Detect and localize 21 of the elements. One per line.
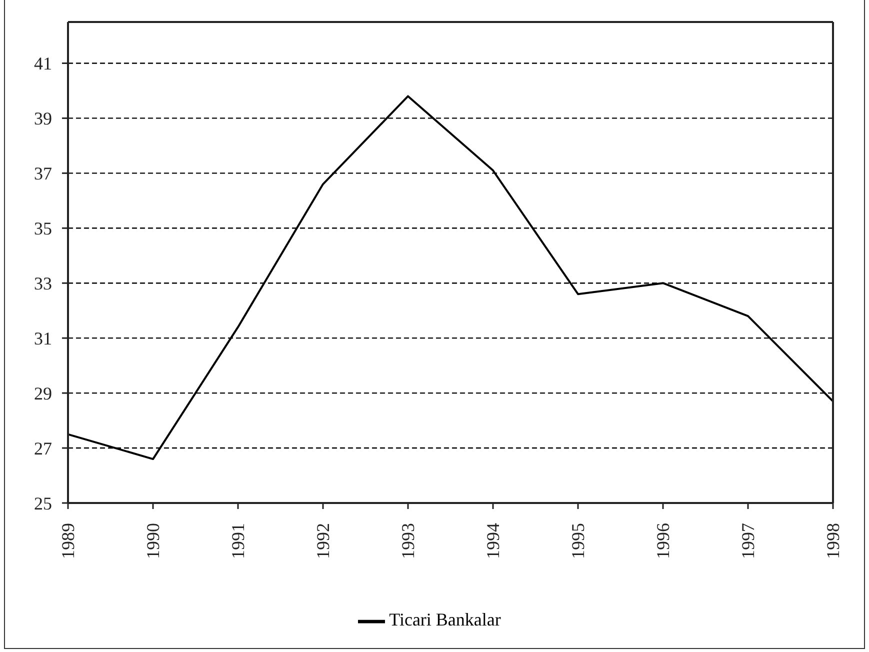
x-tick-label: 1991 <box>228 523 248 559</box>
y-tick-label: 35 <box>34 218 52 239</box>
y-tick-label: 29 <box>34 383 52 404</box>
x-tick-label: 1997 <box>738 523 758 559</box>
x-tick-label: 1993 <box>398 523 418 559</box>
y-tick-label: 25 <box>34 493 52 514</box>
line-series <box>67 95 834 460</box>
x-tick-label: 1994 <box>483 523 503 559</box>
y-tick-label: 39 <box>34 108 52 129</box>
x-tick-label: 1992 <box>313 523 333 559</box>
y-tick-label: 31 <box>34 328 52 348</box>
x-tick-label: 1989 <box>58 523 78 559</box>
y-tick-label: 33 <box>34 274 52 294</box>
x-tick-label: 1995 <box>568 523 588 559</box>
x-tick-label: 1998 <box>823 523 843 559</box>
legend-label: Ticari Bankalar <box>389 610 501 630</box>
y-tick-label: 37 <box>34 164 52 184</box>
y-tick-label: 41 <box>34 54 52 74</box>
y-tick-label: 27 <box>34 438 52 458</box>
x-tick-label: 1996 <box>653 523 673 559</box>
x-tick-label: 1990 <box>143 523 163 559</box>
